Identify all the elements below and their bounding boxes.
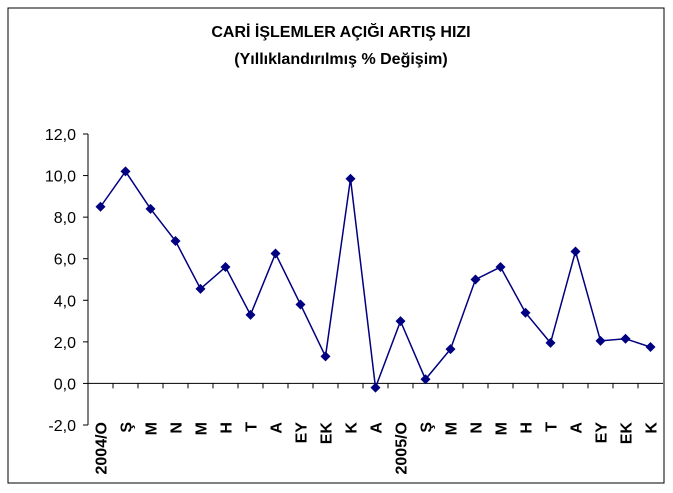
data-point bbox=[420, 374, 431, 385]
x-tick-label: T bbox=[244, 422, 261, 432]
data-point bbox=[95, 201, 106, 212]
data-point bbox=[645, 342, 656, 353]
data-point bbox=[195, 283, 206, 294]
y-tick-label: 0,0 bbox=[54, 376, 76, 393]
x-tick-label: EK bbox=[619, 422, 636, 445]
data-point bbox=[270, 248, 281, 259]
x-tick-label: EY bbox=[594, 422, 611, 444]
chart-border bbox=[7, 7, 665, 484]
x-tick-label: 2005/O bbox=[394, 422, 411, 474]
data-point bbox=[470, 274, 481, 285]
x-tick-label: N bbox=[469, 422, 486, 434]
data-point bbox=[370, 382, 381, 393]
x-tick-label: A bbox=[569, 422, 586, 434]
x-tick-label: T bbox=[544, 422, 561, 432]
x-tick-label: EK bbox=[319, 422, 336, 445]
x-tick-label: N bbox=[169, 422, 186, 434]
x-tick-label: K bbox=[644, 422, 661, 434]
data-point bbox=[445, 344, 456, 355]
y-tick-label: 10,0 bbox=[45, 169, 76, 186]
x-tick-label: M bbox=[494, 422, 511, 435]
y-tick-label: 6,0 bbox=[54, 252, 76, 269]
x-tick-label: H bbox=[219, 422, 236, 434]
data-point bbox=[495, 262, 506, 273]
x-tick-label: M bbox=[144, 422, 161, 435]
data-point bbox=[245, 309, 256, 320]
chart-subtitle: (Yıllıklandırılmış % Değişim) bbox=[234, 51, 447, 68]
x-tick-label: EY bbox=[294, 422, 311, 444]
chart-title: CARİ İŞLEMLER AÇIĞI ARTIŞ HIZI bbox=[211, 22, 470, 41]
data-point bbox=[120, 166, 131, 177]
data-point bbox=[570, 246, 581, 257]
x-tick-label: Ş bbox=[119, 422, 136, 433]
y-tick-label: 8,0 bbox=[54, 210, 76, 227]
data-point bbox=[220, 262, 231, 273]
x-tick-label: K bbox=[344, 422, 361, 434]
data-point bbox=[395, 316, 406, 327]
x-tick-label: 2004/O bbox=[94, 422, 111, 474]
data-point bbox=[345, 173, 356, 184]
data-point bbox=[545, 337, 556, 348]
x-tick-label: H bbox=[519, 422, 536, 434]
data-point bbox=[620, 333, 631, 344]
x-tick-label: Ş bbox=[419, 422, 436, 433]
data-point bbox=[295, 299, 306, 310]
x-tick-label: A bbox=[269, 422, 286, 434]
data-point bbox=[320, 351, 331, 362]
data-point bbox=[520, 307, 531, 318]
y-tick-label: -2,0 bbox=[48, 418, 76, 435]
y-tick-label: 12,0 bbox=[45, 127, 76, 144]
x-tick-label: M bbox=[444, 422, 461, 435]
x-tick-label: M bbox=[194, 422, 211, 435]
y-tick-label: 4,0 bbox=[54, 293, 76, 310]
y-tick-label: 2,0 bbox=[54, 335, 76, 352]
data-point bbox=[595, 335, 606, 346]
data-point bbox=[145, 203, 156, 214]
data-point bbox=[170, 236, 181, 247]
x-tick-label: A bbox=[369, 422, 386, 434]
